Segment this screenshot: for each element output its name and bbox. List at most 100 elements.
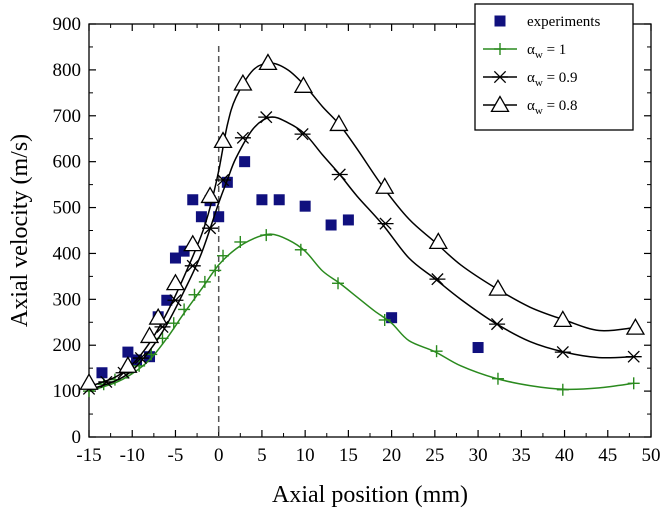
- asterisk-stroke: [100, 375, 113, 389]
- legend-entry-0: experiments: [494, 14, 600, 30]
- data-point: [553, 310, 573, 328]
- data-point: [625, 350, 642, 363]
- data-point: [258, 53, 278, 71]
- x-tick-label: 35: [512, 445, 531, 466]
- legend-marker: [492, 70, 508, 84]
- data-point: [187, 194, 199, 206]
- data-point: [342, 214, 354, 226]
- data-point: [209, 264, 222, 277]
- legend-entry-2: αw = 0.9: [483, 70, 578, 89]
- data-point: [234, 131, 251, 144]
- legend: experiments αw = 1 αw = 0.9 αw = 0.8: [474, 3, 634, 131]
- y-tick-label: 500: [53, 198, 82, 219]
- x-tick-label: 5: [257, 445, 267, 466]
- data-point: [79, 373, 99, 390]
- data-point: [377, 217, 394, 230]
- asterisk-stroke: [186, 259, 199, 272]
- data-point: [213, 131, 233, 149]
- data-point: [556, 383, 569, 396]
- data-point: [430, 345, 443, 358]
- x-tick-label: 15: [339, 445, 358, 466]
- data-point: [273, 194, 285, 206]
- y-tick-label: 800: [53, 60, 82, 81]
- asterisk-stroke: [431, 273, 444, 286]
- data-point: [178, 303, 191, 316]
- data-point: [234, 235, 247, 248]
- data-point: [198, 275, 211, 288]
- data-point: [213, 211, 225, 223]
- legend-marker: [490, 95, 510, 113]
- x-tick-label: 50: [642, 445, 660, 466]
- x-tick-label: -15: [76, 445, 101, 466]
- asterisk-stroke: [627, 350, 640, 363]
- plot-series: [79, 53, 646, 398]
- x-tick-label: 30: [469, 445, 488, 466]
- y-tick-label: 700: [53, 106, 82, 127]
- x-tick-label: 0: [214, 445, 224, 466]
- asterisk-stroke: [260, 111, 273, 124]
- x-tick-label: 25: [425, 445, 444, 466]
- data-point: [627, 377, 640, 390]
- data-point: [132, 351, 149, 365]
- data-point: [148, 307, 168, 325]
- legend-label: αw = 0.9: [527, 70, 578, 89]
- legend-label: αw = 0.8: [527, 98, 578, 117]
- data-point: [184, 259, 201, 272]
- data-point: [489, 317, 506, 331]
- data-point: [161, 294, 173, 306]
- data-point: [491, 372, 504, 385]
- y-tick-label: 600: [53, 152, 82, 173]
- y-tick-label: 400: [53, 243, 82, 264]
- asterisk-stroke: [493, 70, 507, 84]
- asterisk-stroke: [134, 351, 147, 365]
- data-point: [472, 342, 484, 354]
- asterisk-stroke: [490, 317, 504, 331]
- data-point: [294, 128, 311, 141]
- data-point: [183, 234, 203, 252]
- x-tick-label: 10: [296, 445, 315, 466]
- data-point: [118, 356, 138, 373]
- data-point: [96, 367, 108, 379]
- data-point: [200, 186, 220, 204]
- series-2: [81, 111, 642, 395]
- legend-marker: [494, 15, 506, 27]
- data-point: [428, 232, 448, 249]
- data-point: [331, 168, 348, 181]
- data-point: [488, 278, 508, 296]
- data-point: [169, 252, 181, 264]
- data-point: [139, 326, 160, 344]
- data-point: [258, 111, 275, 124]
- y-tick-label: 300: [53, 289, 82, 310]
- legend-label: αw = 1: [527, 42, 566, 61]
- asterisk-stroke: [333, 168, 346, 181]
- data-point: [256, 194, 268, 206]
- y-axis-label: Axial velocity (m/s): [7, 134, 33, 327]
- data-point: [221, 176, 233, 188]
- data-point: [167, 317, 180, 330]
- series-line: [88, 62, 634, 388]
- data-point: [378, 313, 391, 326]
- axes: -15 -10 -5 0 5 10 15 20 25 30 35 40 45 50010020030040…: [53, 14, 660, 466]
- data-point: [144, 351, 156, 363]
- legend-entry-3: αw = 0.8: [483, 95, 578, 117]
- x-axis-label: Axial position (mm): [272, 482, 468, 508]
- series-line: [88, 233, 634, 392]
- data-point: [299, 200, 311, 212]
- data-point: [217, 249, 230, 262]
- asterisk-stroke: [203, 222, 217, 235]
- y-tick-label: 900: [53, 14, 82, 35]
- asterisk-stroke: [216, 173, 230, 187]
- data-point: [188, 288, 201, 301]
- data-point: [386, 312, 398, 324]
- data-point: [332, 277, 345, 290]
- legend-label: experiments: [527, 14, 600, 30]
- y-tick-label: 200: [53, 335, 82, 356]
- data-point: [260, 229, 273, 242]
- data-point: [165, 273, 186, 291]
- data-point: [375, 177, 395, 194]
- asterisk-stroke: [296, 128, 309, 141]
- data-point: [294, 243, 307, 256]
- data-point: [202, 222, 219, 235]
- series-3: [79, 53, 646, 390]
